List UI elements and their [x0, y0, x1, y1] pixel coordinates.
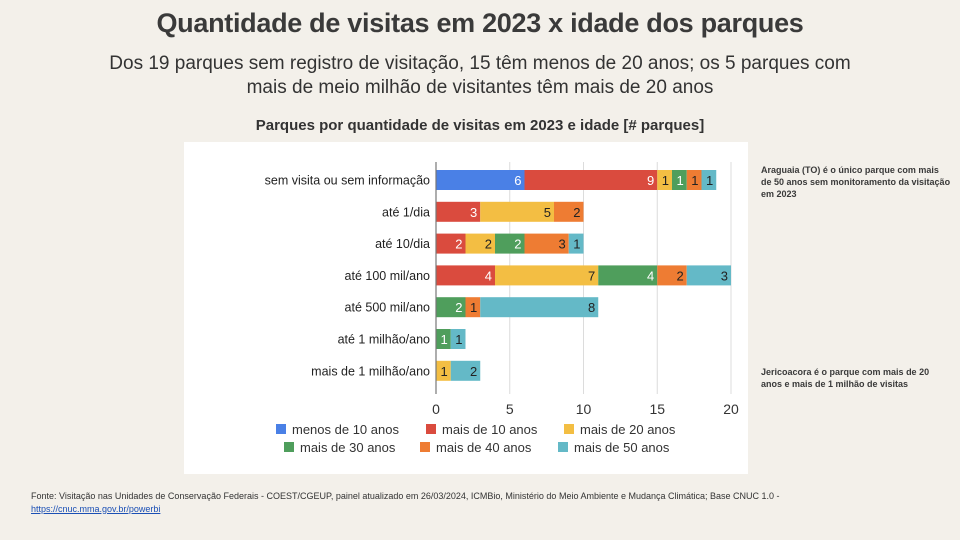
data-label: 5	[544, 205, 551, 220]
legend-label: menos de 10 anos	[292, 422, 399, 437]
category-label: até 1/dia	[382, 205, 430, 219]
bar-segment	[480, 201, 554, 222]
category-label: sem visita ou sem informação	[265, 174, 430, 188]
data-label: 8	[588, 300, 595, 315]
bar-segment	[686, 265, 731, 286]
bar-segment	[524, 170, 658, 190]
legend-label: mais de 30 anos	[300, 440, 396, 455]
annotation-jericoacoara: Jericoacora é o parque com mais de 20 an…	[761, 367, 930, 389]
data-label: 1	[691, 173, 698, 188]
bar-segment	[554, 201, 584, 222]
data-label: 1	[441, 332, 448, 347]
legend-swatch	[420, 442, 430, 452]
bar-segment	[436, 233, 466, 254]
data-label: 2	[514, 237, 521, 252]
data-label: 3	[559, 237, 566, 252]
data-label: 1	[573, 237, 580, 252]
bar-segment	[524, 233, 569, 254]
bar-segment	[450, 329, 466, 349]
data-label: 1	[662, 173, 669, 188]
data-label: 1	[470, 300, 477, 315]
legend-swatch	[284, 442, 294, 452]
bar-segment	[436, 297, 466, 318]
bar-segment	[657, 170, 672, 190]
data-label: 6	[514, 173, 521, 188]
bar-segment	[450, 360, 481, 381]
data-label: 2	[677, 268, 684, 283]
bar-segment	[436, 329, 451, 349]
slide-subtitle: Dos 19 parques sem registro de visitação…	[80, 52, 880, 100]
bar-segment	[436, 265, 495, 286]
category-label: até 1 milhão/ano	[338, 333, 430, 347]
legend-label: mais de 10 anos	[442, 422, 538, 437]
bar-segment	[568, 233, 584, 254]
data-label: 2	[470, 364, 477, 379]
bar-segment	[686, 170, 702, 190]
data-label: 7	[588, 268, 595, 283]
data-label: 2	[455, 237, 462, 252]
bar-segment	[495, 233, 525, 254]
data-label: 1	[441, 364, 448, 379]
legend-swatch	[276, 424, 286, 434]
legend-swatch	[564, 424, 574, 434]
category-label: até 500 mil/ano	[345, 301, 431, 315]
subtitle-line-1: Dos 19 parques sem registro de visitação…	[109, 53, 851, 74]
bar-segment	[465, 233, 495, 254]
chart-title: Parques por quantidade de visitas em 202…	[255, 117, 705, 134]
x-tick-label: 20	[723, 401, 739, 417]
legend-label: mais de 20 anos	[580, 422, 676, 437]
data-label: 4	[647, 268, 654, 283]
legend-label: mais de 50 anos	[574, 440, 670, 455]
category-label: até 100 mil/ano	[345, 269, 431, 283]
data-label: 1	[677, 173, 684, 188]
source-text: Fonte: Visitação nas Unidades de Conserv…	[31, 491, 780, 501]
x-tick-label: 15	[649, 401, 665, 417]
legend-label: mais de 40 anos	[436, 440, 532, 455]
bar-segment	[436, 170, 525, 190]
x-tick-label: 0	[432, 401, 440, 417]
source-note: Fonte: Visitação nas Unidades de Conserv…	[31, 490, 911, 515]
slide-title: Quantidade de visitas em 2023 x idade do…	[156, 8, 804, 38]
category-label: mais de 1 milhão/ano	[311, 364, 430, 378]
data-label: 2	[455, 300, 462, 315]
chart-panel: 0 5 10 15 20 sem visita ou sem informação 6 9 1 1…	[184, 142, 748, 474]
data-label: 4	[485, 268, 492, 283]
subtitle-line-2: mais de meio milhão de visitantes têm ma…	[246, 77, 714, 98]
bar-segment	[436, 201, 481, 222]
data-label: 2	[573, 205, 580, 220]
data-label: 9	[647, 173, 654, 188]
source-link[interactable]: https://cnuc.mma.gov.br/powerbi	[31, 503, 161, 514]
legend-swatch	[558, 442, 568, 452]
bar-segment	[672, 170, 687, 190]
annotation-araguaia: Araguaia (TO) é o único parque com mais …	[761, 165, 951, 199]
x-tick-label: 5	[506, 401, 514, 417]
bar-segment	[657, 265, 687, 286]
bar-segment	[436, 360, 451, 381]
data-label: 3	[470, 205, 477, 220]
x-tick-label: 10	[576, 401, 592, 417]
data-label: 2	[485, 237, 492, 252]
bar-segment	[480, 297, 599, 318]
data-label: 1	[455, 332, 462, 347]
bar-segment	[701, 170, 717, 190]
legend-swatch	[426, 424, 436, 434]
category-label: até 10/dia	[375, 237, 430, 251]
data-label: 3	[721, 268, 728, 283]
data-label: 1	[706, 173, 713, 188]
bar-segment	[495, 265, 599, 286]
bar-segment	[598, 265, 658, 286]
bar-segment	[465, 297, 481, 318]
